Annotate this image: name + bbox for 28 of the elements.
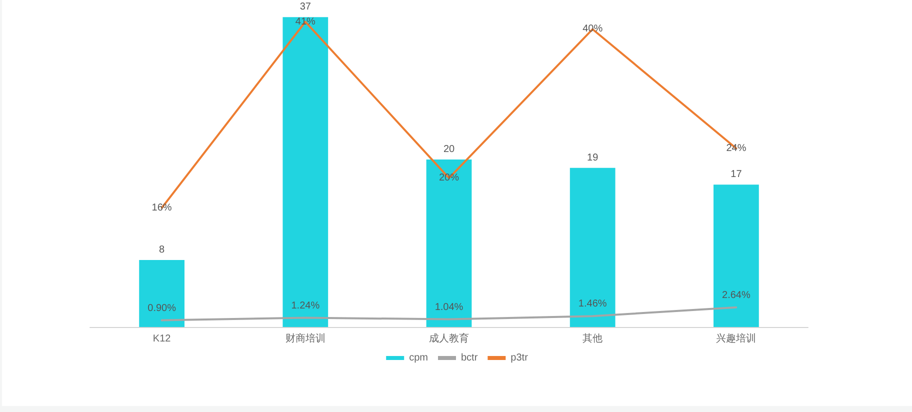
- data-label: 41%: [295, 16, 316, 28]
- x-tick-label: 财商培训: [285, 332, 326, 344]
- bar: [282, 17, 328, 327]
- data-label: 8: [159, 244, 166, 256]
- bar: [714, 184, 759, 327]
- x-tick-label: K12: [152, 334, 172, 344]
- data-label: 2.64%: [722, 290, 750, 301]
- legend-label: bctr: [460, 352, 478, 364]
- data-label: 0.90%: [148, 302, 176, 314]
- data-label: 40%: [582, 24, 603, 35]
- data-label: 16%: [152, 202, 172, 214]
- data-label: 20%: [438, 172, 460, 184]
- data-label: 19: [587, 152, 599, 164]
- legend-label: cpm: [409, 352, 428, 364]
- bar: [139, 260, 184, 327]
- bar: [426, 160, 472, 327]
- data-label: 1.24%: [291, 300, 320, 312]
- bar: [570, 168, 616, 327]
- data-label: 37: [300, 2, 312, 13]
- data-label: 1.46%: [578, 298, 607, 310]
- data-label: 20: [443, 144, 455, 155]
- data-label: 24%: [726, 142, 746, 154]
- data-label: 1.04%: [434, 302, 464, 313]
- legend-label: p3tr: [510, 352, 529, 364]
- x-tick-label: 其他: [582, 332, 603, 344]
- x-tick-label: 兴趣培训: [716, 332, 756, 344]
- x-tick-label: 成人教育: [429, 332, 469, 344]
- data-label: 17: [730, 169, 742, 180]
